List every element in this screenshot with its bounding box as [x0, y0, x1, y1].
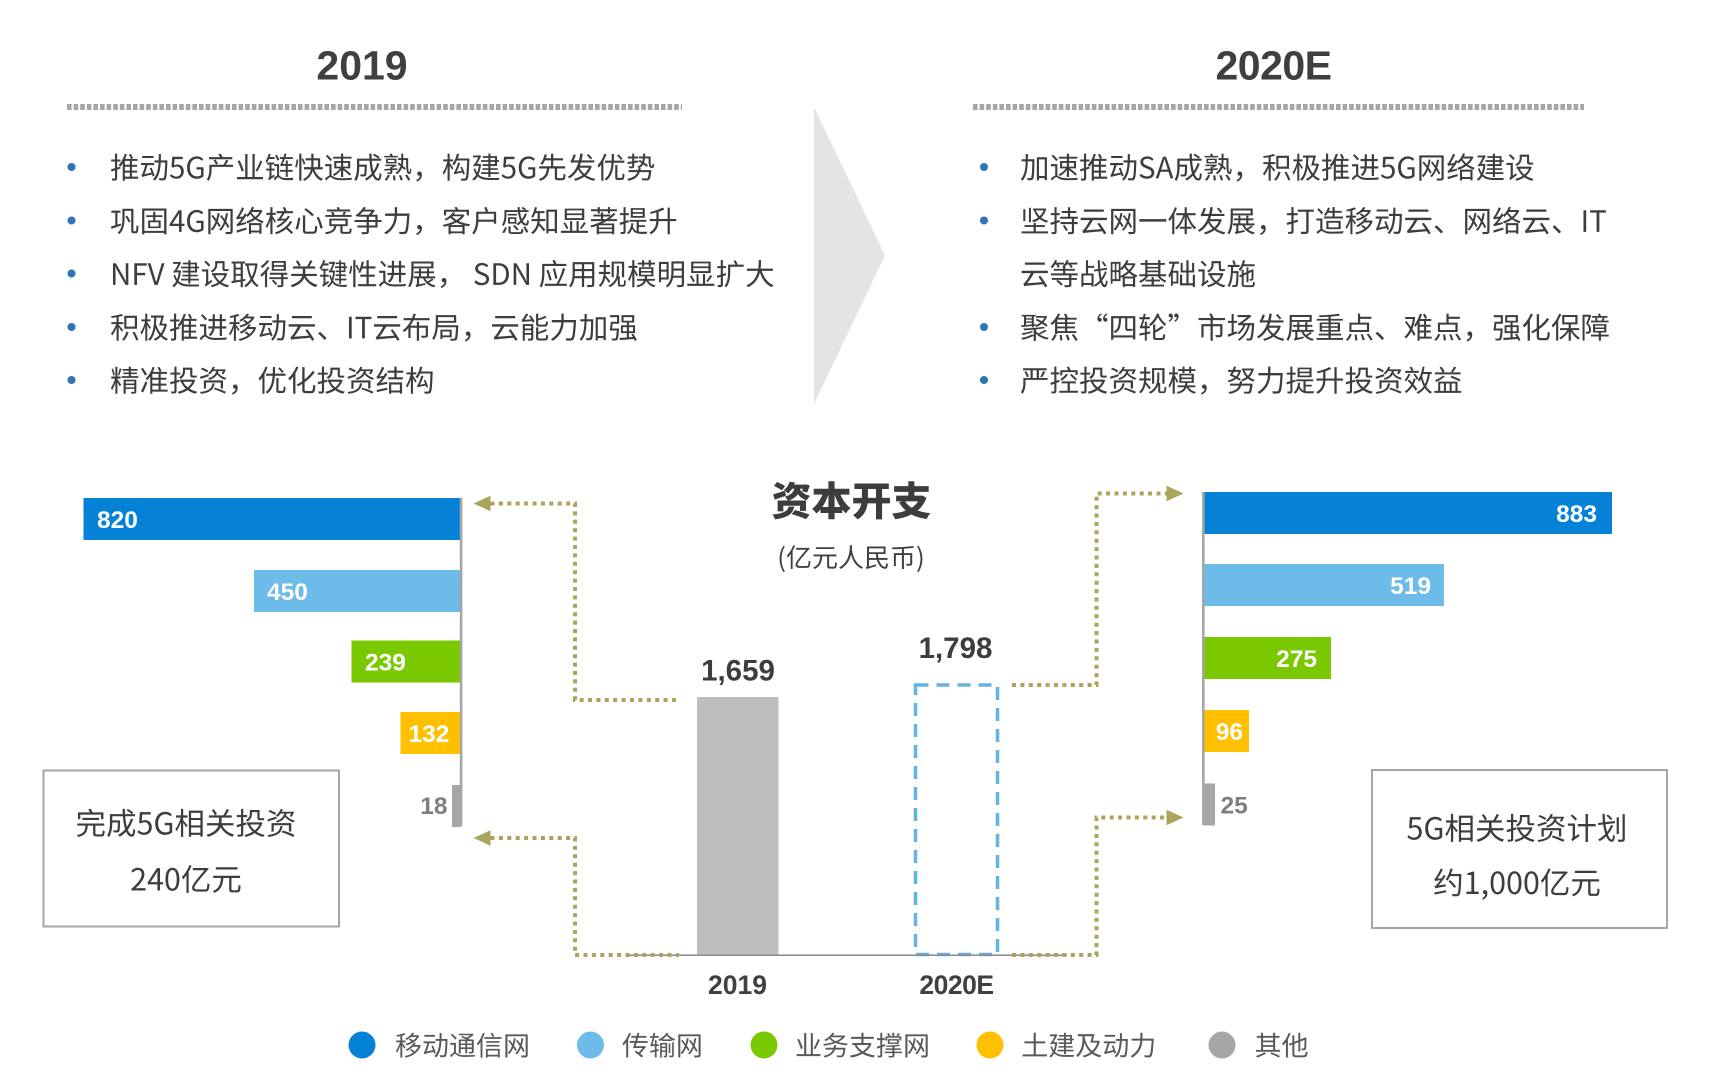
svg-text:883: 883	[1556, 501, 1597, 528]
svg-text:820: 820	[97, 507, 138, 534]
svg-text:275: 275	[1276, 646, 1317, 673]
svg-text:96: 96	[1216, 719, 1243, 746]
svg-text:18: 18	[420, 793, 447, 820]
svg-text:2020E: 2020E	[1215, 43, 1331, 89]
svg-text:2020E: 2020E	[919, 970, 993, 1000]
svg-text:25: 25	[1221, 792, 1248, 819]
svg-text:1,659: 1,659	[701, 655, 775, 688]
svg-text:450: 450	[267, 579, 308, 606]
svg-text:239: 239	[365, 649, 406, 676]
svg-text:132: 132	[409, 721, 450, 748]
svg-text:2019: 2019	[316, 43, 407, 89]
svg-text:519: 519	[1390, 573, 1431, 600]
svg-text:1,798: 1,798	[919, 632, 993, 665]
svg-text:2019: 2019	[708, 970, 767, 1000]
